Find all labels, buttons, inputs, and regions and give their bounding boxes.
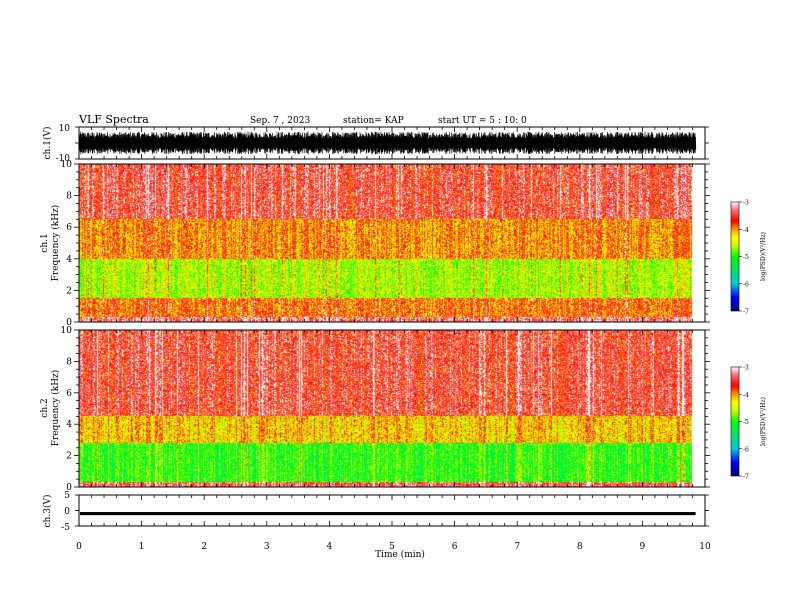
x-tick-label: 6 (452, 542, 458, 552)
ch1-spec-ytick-label: 8 (66, 192, 72, 202)
colorbar-gradient (730, 201, 740, 312)
ch2-colorbar: -3 -4 -5 -6 -7 log(PSD)(V²/Hz) (730, 365, 767, 481)
colorbar-tick-label: -3 (743, 365, 749, 372)
ch1-spec-ylabel-channel: ch.1 (40, 233, 50, 252)
axis-ticks (74, 126, 710, 527)
start-time-label: start UT = 5 : 10: 0 (438, 116, 527, 126)
colorbar-tick-label: -3 (743, 200, 749, 207)
x-tick-label: 2 (201, 542, 207, 552)
x-tick-label: 1 (139, 542, 145, 552)
ch2-spectrogram-image (79, 330, 705, 487)
x-tick-label: 3 (264, 542, 270, 552)
ch1-spec-ytick-label: 10 (61, 160, 73, 170)
colorbar-tick-label: -4 (743, 227, 749, 234)
colorbar-tick-label: -7 (743, 309, 749, 316)
ch2-spec-ytick-label: 8 (66, 357, 72, 367)
colorbar-tick-label: -6 (743, 446, 749, 453)
ch1-ytick-bottom: -10 (56, 154, 71, 164)
ch2-spec-ytick-label: 4 (66, 420, 72, 430)
x-tick-label: 5 (389, 542, 395, 552)
ch2-spec-ylabel-frequency: Frequency (kHz) (50, 370, 61, 447)
colorbar-label: log(PSD)(V²/Hz) (760, 232, 767, 281)
station-label: station= KAP (343, 116, 404, 126)
ch1-spec-ytick-label: 0 (66, 318, 72, 328)
ch1-spec-ytick-label: 2 (66, 286, 72, 296)
x-tick-label: 9 (640, 542, 646, 552)
ch3-ytick-mid: 0 (64, 507, 70, 517)
ch2-spec-ylabel-channel: ch.2 (40, 398, 50, 417)
ch1-colorbar: -3 -4 -5 -6 -7 log(PSD)(V²/Hz) (730, 200, 767, 316)
ch1-spec-ytick-label: 4 (66, 255, 72, 265)
date-label: Sep. 7 , 2023 (250, 116, 310, 126)
ch3-waveform-trace (80, 512, 696, 516)
x-axis-label: Time (min) (375, 549, 425, 560)
ch1-waveform-line (78, 131, 697, 155)
x-tick-label: 10 (699, 542, 711, 552)
ch1-waveform-trace (78, 131, 697, 155)
figure-title: VLF Spectra (78, 113, 149, 126)
ch1-spec-ytick-label: 6 (66, 223, 72, 233)
ch2-spec-ytick-label: 2 (66, 452, 72, 462)
x-tick-label: 4 (327, 542, 333, 552)
colorbar-tick-label: -7 (743, 474, 749, 481)
x-tick-label: 0 (76, 542, 82, 552)
colorbar-tick-label: -5 (743, 419, 749, 426)
colorbar-label: log(PSD)(V²/Hz) (760, 397, 767, 446)
ch3-ytick-bottom: -5 (61, 523, 70, 533)
ch1-spectrogram-image (79, 164, 705, 322)
ch2-spec-ytick-label: 10 (61, 326, 73, 336)
colorbar-gradient (730, 366, 740, 477)
x-tick-label: 7 (514, 542, 520, 552)
ch3-ytick-top: 5 (64, 491, 70, 501)
ch1-waveform-ylabel: ch.1(V) (42, 127, 53, 160)
ch2-spec-ytick-label: 6 (66, 389, 72, 399)
ch2-spec-ytick-label: 0 (66, 483, 72, 493)
colorbar-tick-label: -6 (743, 281, 749, 288)
ch3-waveform-band (80, 512, 696, 516)
ch1-ytick-top: 10 (59, 124, 71, 134)
colorbar-tick-label: -4 (743, 392, 749, 399)
colorbar-tick-label: -5 (743, 254, 749, 261)
ch1-spec-ylabel-frequency: Frequency (kHz) (50, 205, 61, 282)
ch3-waveform-ylabel: ch.3(V) (42, 495, 53, 528)
x-tick-label: 8 (577, 542, 583, 552)
